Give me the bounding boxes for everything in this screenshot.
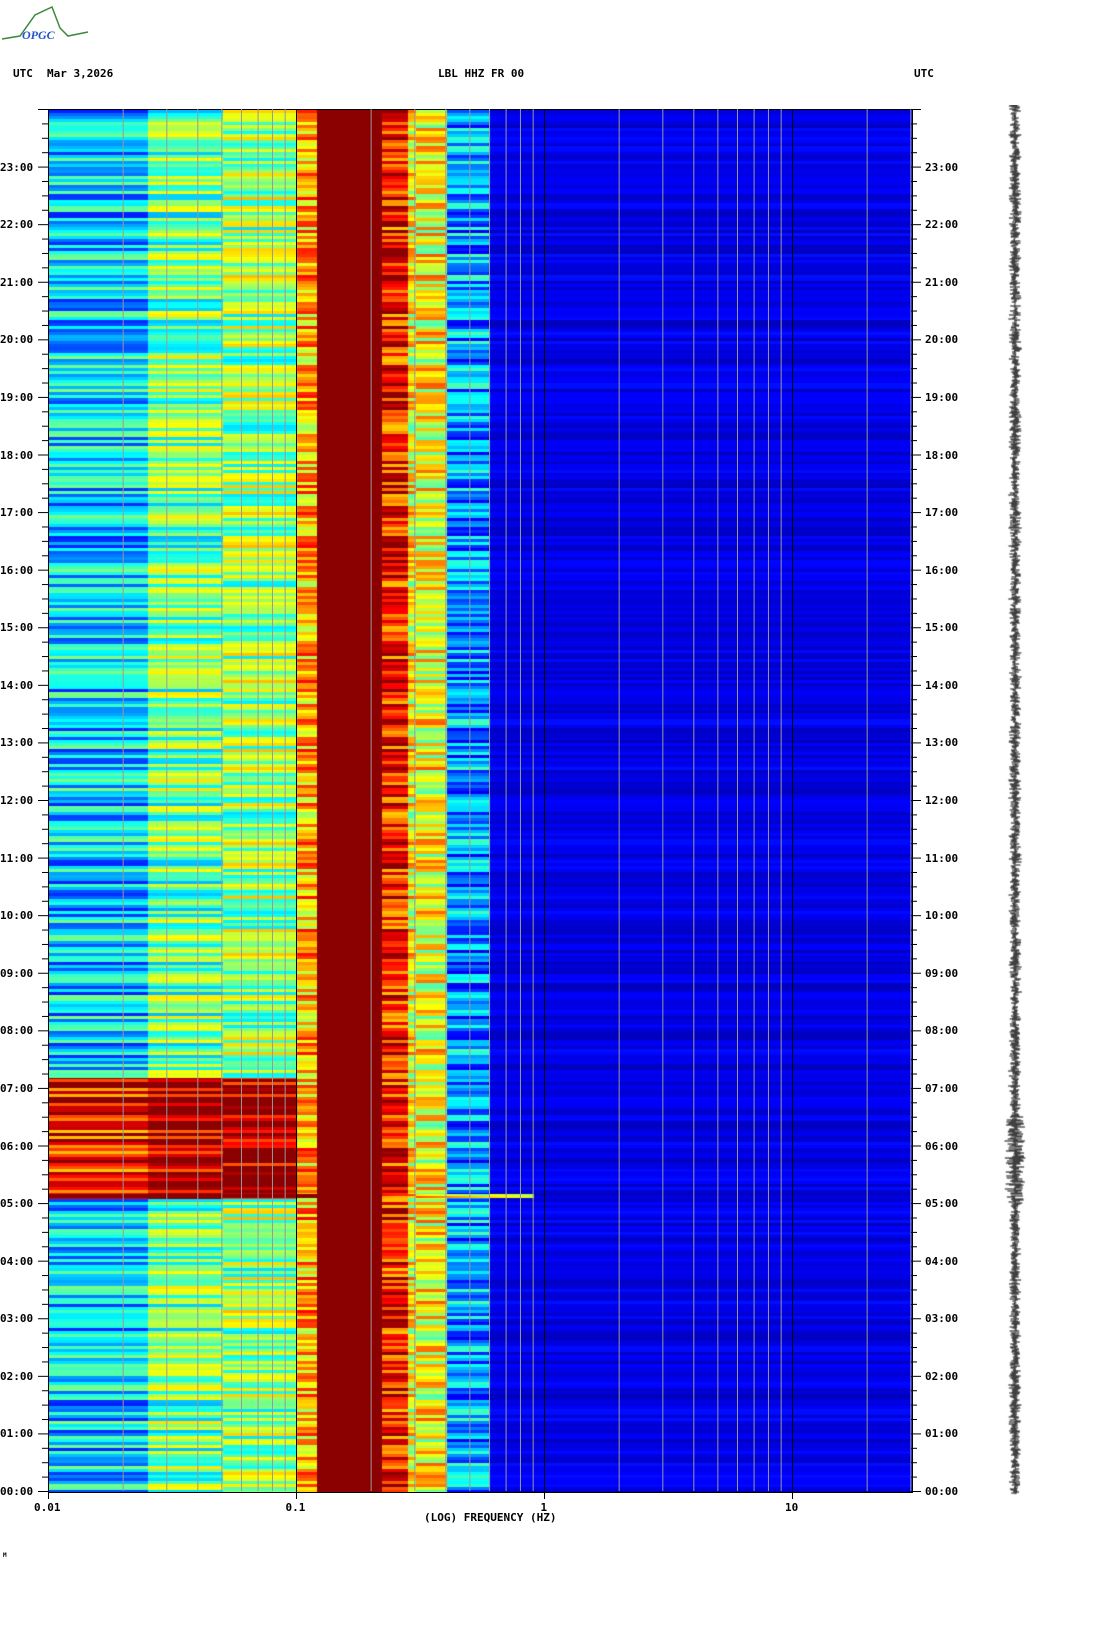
y-tick-label-left: 13:00 <box>0 736 34 750</box>
y-tick-label-right: 02:00 <box>925 1369 959 1383</box>
y-tick-label-left: 02:00 <box>0 1369 34 1383</box>
y-tick-label-right: 14:00 <box>925 678 959 692</box>
y-tick-label-right: 21:00 <box>925 275 959 289</box>
y-tick-label-left: 09:00 <box>0 966 34 980</box>
y-tick-label-right: 11:00 <box>925 851 959 865</box>
y-tick-label-left: 23:00 <box>0 160 34 174</box>
y-tick-label-right: 04:00 <box>925 1254 959 1268</box>
y-tick-label-right: 23:00 <box>925 160 959 174</box>
y-tick-label-left: 00:00 <box>0 1485 34 1498</box>
y-tick-label-right: 10:00 <box>925 909 959 923</box>
opgc-logo: OPGC <box>1 5 89 42</box>
y-tick-label-right: 01:00 <box>925 1427 959 1441</box>
y-tick-label-left: 03:00 <box>0 1312 34 1326</box>
y-tick-label-left: 05:00 <box>0 1197 34 1211</box>
y-tick-label-right: 09:00 <box>925 966 959 980</box>
y-tick-label-right: 06:00 <box>925 1139 959 1153</box>
y-tick-label-left: 21:00 <box>0 275 34 289</box>
y-tick-label-right: 12:00 <box>925 794 959 807</box>
y-tick-label-right: 19:00 <box>925 390 959 404</box>
y-tick-label-left: 04:00 <box>0 1254 34 1268</box>
y-tick-label-right: 15:00 <box>925 621 959 635</box>
y-tick-label-right: 08:00 <box>925 1024 959 1038</box>
x-tick-label: 1 <box>540 1501 548 1514</box>
y-tick-label-right: 00:00 <box>925 1485 959 1498</box>
left-timezone-label: UTC <box>13 67 33 80</box>
y-tick-label-right: 03:00 <box>925 1312 959 1326</box>
y-tick-label-right: 05:00 <box>925 1197 959 1211</box>
right-timezone-label: UTC <box>914 67 934 80</box>
y-tick-label-left: 06:00 <box>0 1139 34 1153</box>
y-tick-label-left: 12:00 <box>0 794 34 807</box>
y-tick-label-left: 01:00 <box>0 1427 34 1441</box>
y-tick-label-left: 11:00 <box>0 851 34 865</box>
y-tick-label-right: 22:00 <box>925 218 959 232</box>
x-tick-label: 10 <box>785 1501 799 1514</box>
y-tick-label-right: 20:00 <box>925 333 959 347</box>
y-tick-label-left: 17:00 <box>0 506 34 520</box>
y-tick-label-right: 17:00 <box>925 506 959 520</box>
station-title: LBL HHZ FR 00 <box>438 67 525 80</box>
y-tick-label-left: 15:00 <box>0 621 34 635</box>
y-tick-label-left: 18:00 <box>0 448 34 462</box>
svg-text:OPGC: OPGC <box>22 28 56 42</box>
y-tick-label-left: 19:00 <box>0 390 34 404</box>
date-label: Mar 3,2026 <box>47 67 114 80</box>
y-tick-label-left: 10:00 <box>0 909 34 923</box>
y-tick-label-right: 07:00 <box>925 1081 959 1095</box>
y-tick-label-left: 14:00 <box>0 678 34 692</box>
y-tick-label-left: 22:00 <box>0 218 34 232</box>
y-tick-label-right: 13:00 <box>925 736 959 750</box>
x-tick-label: 0.01 <box>34 1501 61 1514</box>
y-tick-label-left: 08:00 <box>0 1024 34 1038</box>
y-tick-label-left: 20:00 <box>0 333 34 347</box>
y-tick-label-left: 16:00 <box>0 563 34 577</box>
x-tick-label: 0.1 <box>285 1501 306 1514</box>
footer-mark: M <box>3 1552 7 1559</box>
x-axis-label: (LOG) FREQUENCY (HZ) <box>424 1511 557 1524</box>
y-tick-label-right: 16:00 <box>925 563 959 577</box>
seismogram-trace <box>995 105 1035 1495</box>
y-tick-label-right: 18:00 <box>925 448 959 462</box>
y-tick-label-left: 07:00 <box>0 1081 34 1095</box>
